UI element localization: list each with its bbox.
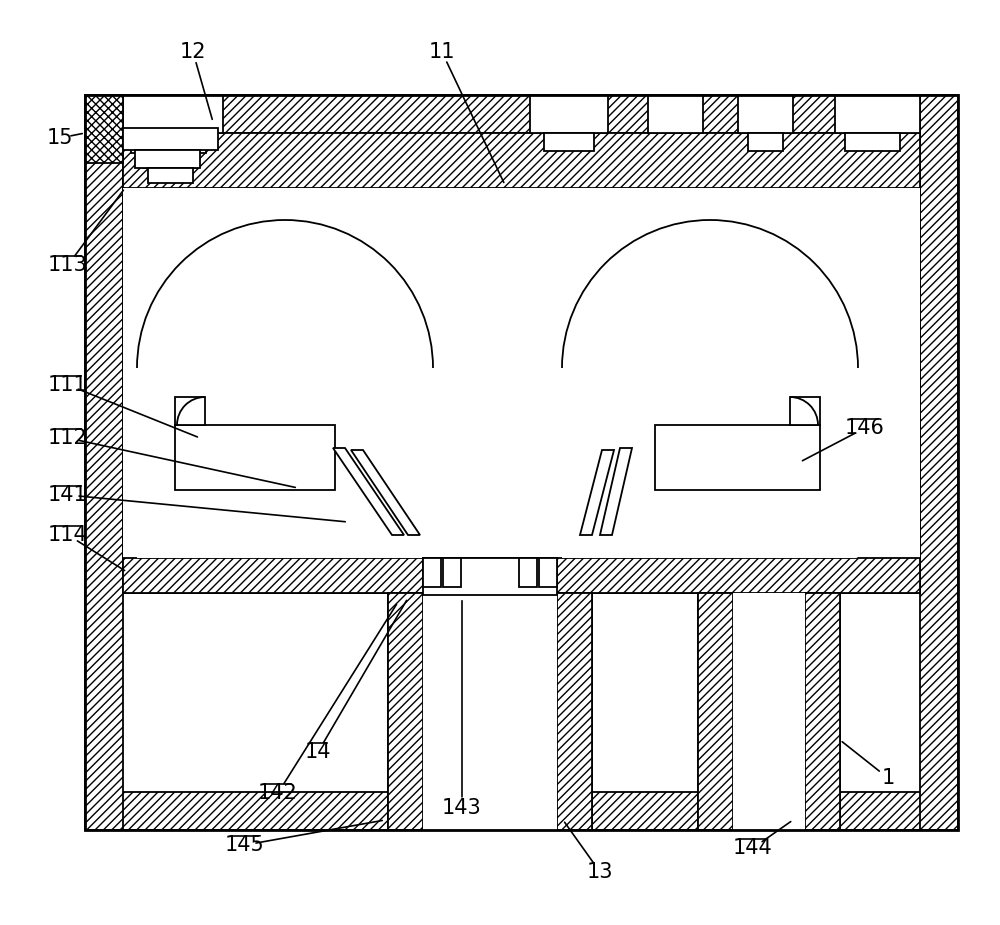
Text: 142: 142 bbox=[258, 783, 298, 803]
Bar bbox=[530, 95, 608, 133]
Bar bbox=[655, 395, 825, 490]
Bar bbox=[835, 95, 920, 133]
Bar bbox=[175, 425, 335, 490]
Bar bbox=[123, 128, 218, 150]
Polygon shape bbox=[600, 448, 632, 535]
Text: 15: 15 bbox=[47, 128, 73, 148]
Polygon shape bbox=[388, 593, 423, 830]
Text: 145: 145 bbox=[225, 835, 265, 855]
Bar bbox=[423, 558, 557, 595]
Polygon shape bbox=[85, 95, 123, 163]
Text: 143: 143 bbox=[442, 798, 482, 818]
Polygon shape bbox=[123, 558, 920, 593]
Bar bbox=[123, 95, 920, 830]
Text: 11: 11 bbox=[429, 42, 455, 62]
Bar bbox=[135, 150, 200, 168]
Polygon shape bbox=[123, 188, 920, 558]
Bar bbox=[148, 168, 193, 183]
Bar bbox=[539, 558, 557, 587]
Bar bbox=[123, 95, 223, 133]
Polygon shape bbox=[123, 133, 920, 188]
Text: 114: 114 bbox=[48, 525, 88, 545]
Bar bbox=[423, 593, 557, 830]
Bar bbox=[131, 133, 206, 153]
Text: 14: 14 bbox=[305, 742, 331, 762]
Bar bbox=[175, 397, 205, 425]
Text: 1: 1 bbox=[881, 768, 895, 788]
Polygon shape bbox=[333, 448, 404, 535]
Bar bbox=[175, 395, 335, 490]
Polygon shape bbox=[85, 95, 123, 830]
Bar bbox=[423, 558, 441, 587]
Text: 144: 144 bbox=[733, 838, 773, 858]
Polygon shape bbox=[85, 792, 958, 830]
Polygon shape bbox=[562, 220, 858, 558]
Bar bbox=[748, 133, 783, 151]
Polygon shape bbox=[698, 593, 733, 830]
Polygon shape bbox=[557, 593, 592, 830]
Polygon shape bbox=[137, 220, 433, 558]
Text: 111: 111 bbox=[48, 375, 88, 395]
Bar bbox=[544, 133, 594, 151]
Bar bbox=[519, 558, 537, 587]
Bar bbox=[85, 95, 958, 830]
Bar bbox=[790, 397, 820, 425]
Text: 13: 13 bbox=[587, 862, 613, 882]
Text: 112: 112 bbox=[48, 428, 88, 448]
Text: 12: 12 bbox=[180, 42, 206, 62]
Polygon shape bbox=[805, 593, 840, 830]
Polygon shape bbox=[85, 95, 958, 133]
Polygon shape bbox=[351, 450, 420, 535]
Bar bbox=[845, 133, 900, 151]
Text: 146: 146 bbox=[845, 418, 885, 438]
Text: 141: 141 bbox=[48, 485, 88, 505]
Text: 113: 113 bbox=[48, 255, 88, 275]
Bar bbox=[143, 153, 198, 168]
Bar bbox=[443, 558, 461, 587]
Polygon shape bbox=[580, 450, 614, 535]
Bar bbox=[733, 593, 805, 830]
Bar bbox=[648, 95, 703, 133]
Bar bbox=[738, 95, 793, 133]
Polygon shape bbox=[920, 95, 958, 830]
Bar bbox=[655, 425, 820, 490]
